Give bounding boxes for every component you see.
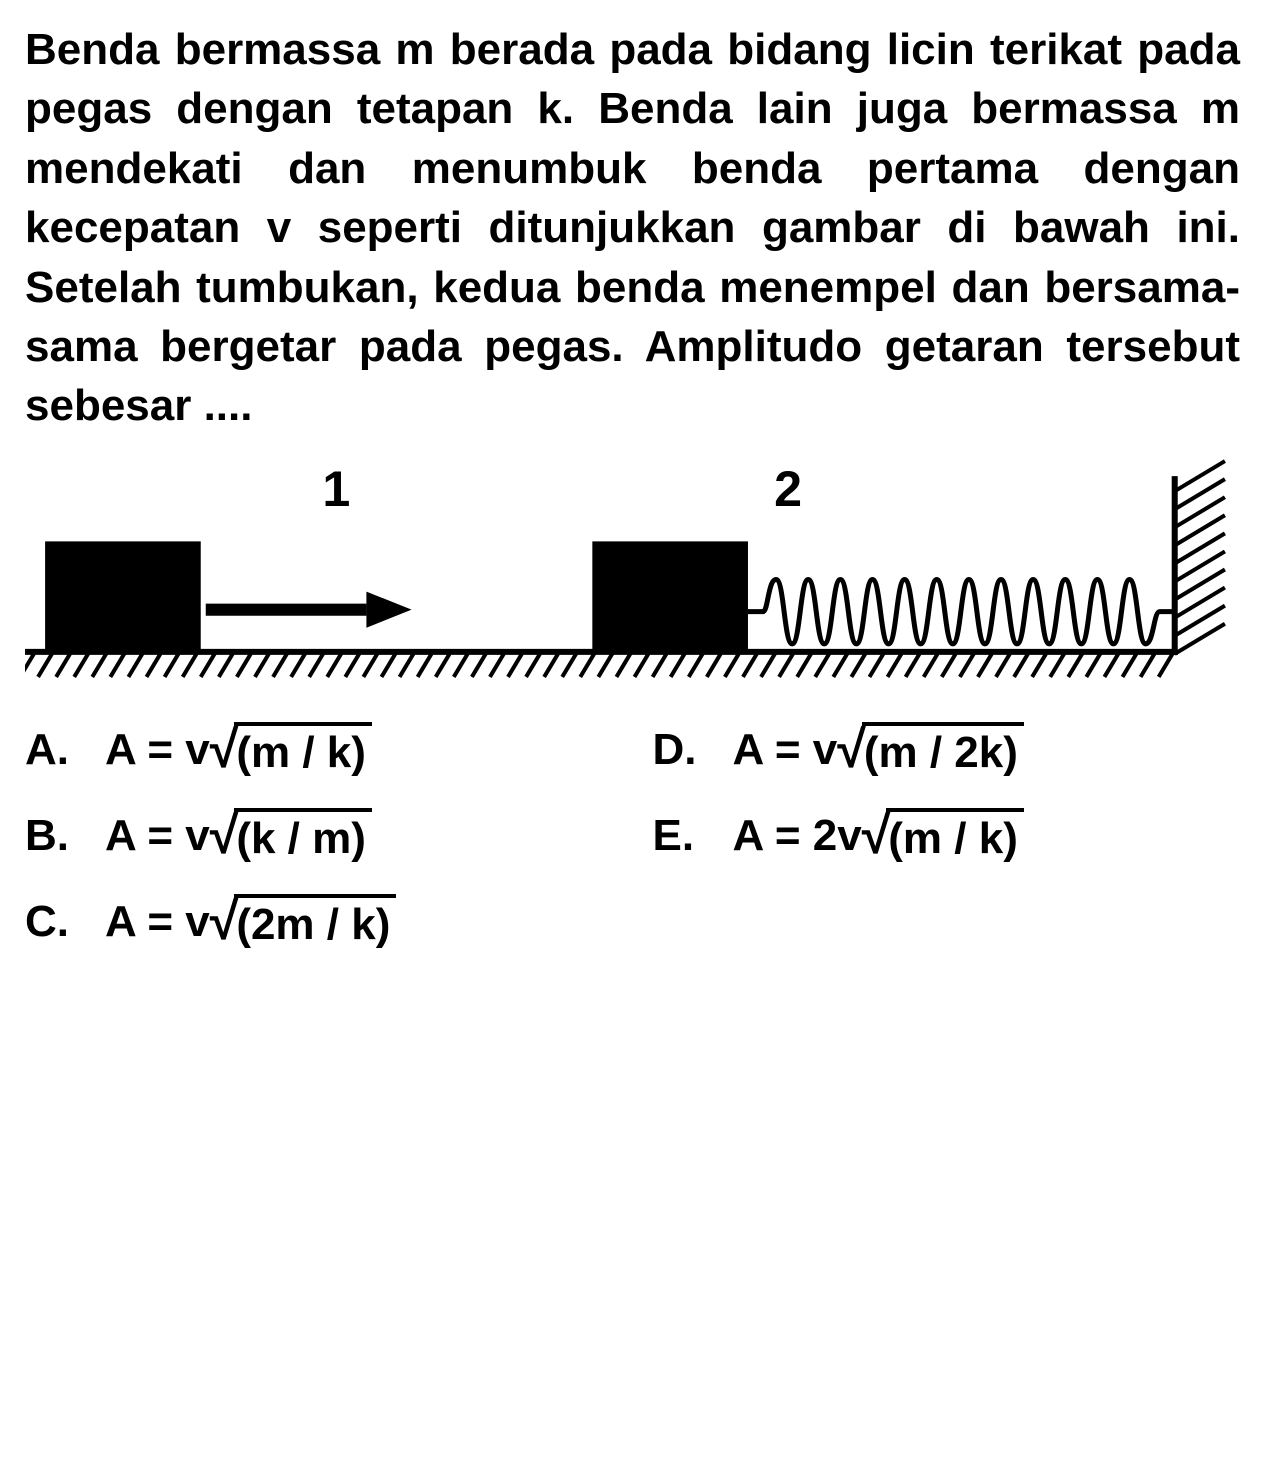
answer-c-formula: A = v √ (2m / k) [105,894,396,950]
block2 [592,541,748,651]
answer-c-label: C. [25,897,75,947]
answer-b-prefix: A = v [105,811,210,861]
wall-hatching [1175,461,1225,654]
answer-choices: A. A = v √ (m / k) D. A = v √ (m / 2k) B… [25,722,1240,950]
answer-d-sqrt: (m / 2k) [862,722,1024,778]
answer-e-sqrt: (m / k) [886,808,1024,864]
sqrt-icon: √ (k / m) [210,808,372,864]
answer-b: B. A = v √ (k / m) [25,808,613,864]
physics-diagram: 1 2 [25,446,1240,692]
floor-hatching [25,652,1174,677]
diagram-svg: 1 2 [25,446,1240,687]
spring [748,579,1175,643]
block1 [45,541,201,651]
sqrt-icon: √ (m / k) [210,722,372,778]
block1-label: 1 [322,461,350,517]
answer-a-formula: A = v √ (m / k) [105,722,372,778]
answer-e-formula: A = 2v √ (m / k) [733,808,1024,864]
answer-b-label: B. [25,811,75,861]
answer-e-label: E. [653,811,703,861]
answer-d-prefix: A = v [733,725,838,775]
sqrt-icon: √ (m / 2k) [837,722,1024,778]
answer-c-prefix: A = v [105,897,210,947]
answer-b-sqrt: (k / m) [234,808,372,864]
velocity-arrow [206,591,412,627]
answer-c: C. A = v √ (2m / k) [25,894,613,950]
question-text: Benda bermassa m berada pada bidang lici… [25,20,1240,436]
answer-e: E. A = 2v √ (m / k) [653,808,1241,864]
answer-c-sqrt: (2m / k) [234,894,396,950]
answer-a-sqrt: (m / k) [234,722,372,778]
answer-a-prefix: A = v [105,725,210,775]
answer-a-label: A. [25,725,75,775]
answer-d-formula: A = v √ (m / 2k) [733,722,1024,778]
answer-a: A. A = v √ (m / k) [25,722,613,778]
answer-d-label: D. [653,725,703,775]
sqrt-icon: √ (m / k) [862,808,1024,864]
block2-label: 2 [774,461,802,517]
answer-b-formula: A = v √ (k / m) [105,808,372,864]
answer-d: D. A = v √ (m / 2k) [653,722,1241,778]
sqrt-icon: √ (2m / k) [210,894,397,950]
answer-e-prefix: A = 2v [733,811,862,861]
